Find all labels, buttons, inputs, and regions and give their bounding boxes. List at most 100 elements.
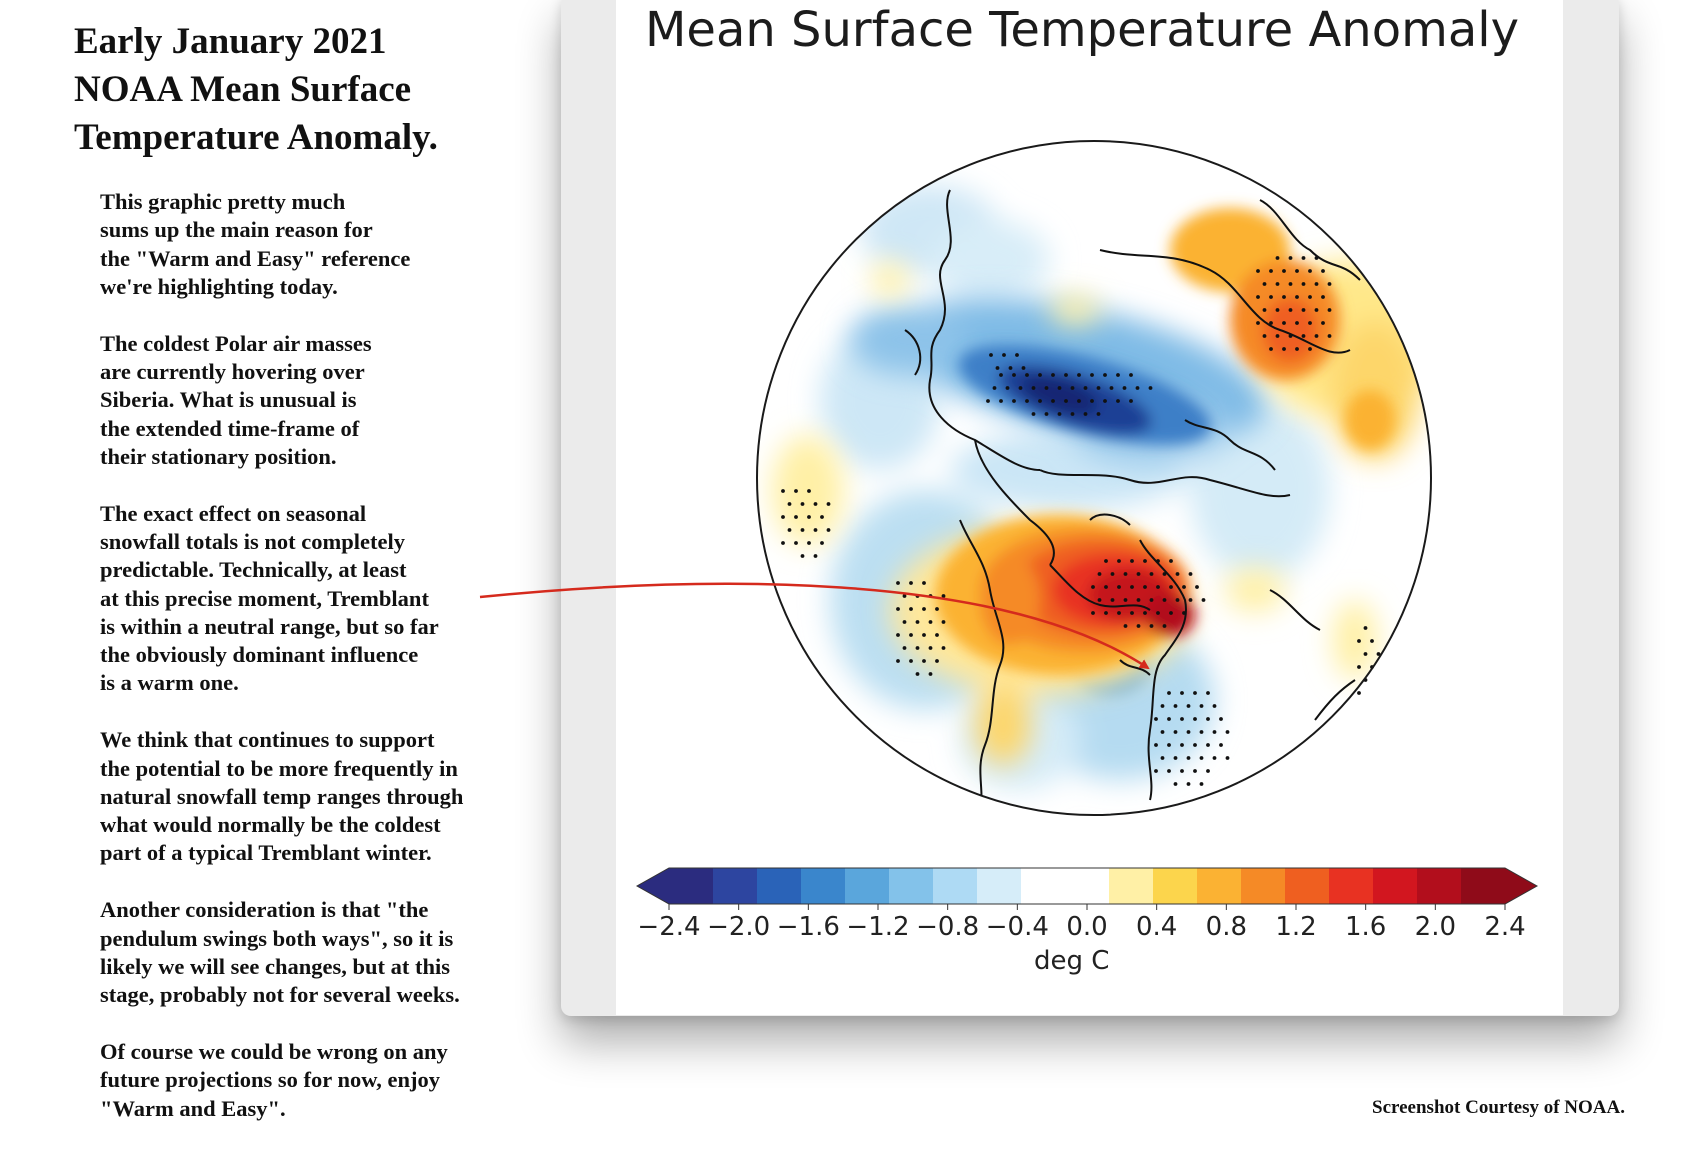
stipple-dot: [1130, 585, 1134, 589]
stipple-dot: [1103, 399, 1107, 403]
stipple-dot: [1156, 611, 1160, 615]
stipple-dot: [1129, 373, 1133, 377]
stipple-dot: [1122, 386, 1127, 390]
stipple-dot: [1199, 782, 1204, 786]
stipple-dot: [935, 607, 939, 611]
stipple-dot: [1031, 412, 1036, 416]
hemisphere-outline: [756, 140, 1432, 816]
headline: Early January 2021 NOAA Mean Surface Tempe…: [74, 18, 514, 162]
paragraph: The coldest Polar air masses are currentl…: [100, 330, 520, 471]
stipple-dot: [1308, 347, 1312, 351]
stipple-dot: [1167, 691, 1171, 695]
stipple-dot: [1154, 743, 1158, 747]
stipple-dot: [1167, 717, 1171, 721]
stipple-dot: [800, 554, 805, 558]
stipple-dot: [794, 515, 798, 519]
stipple-dot: [1091, 585, 1095, 589]
stipple-dot: [999, 373, 1003, 377]
paragraph: Of course we could be wrong on any future…: [100, 1038, 520, 1123]
stipple-dot: [896, 659, 900, 663]
stipple-dot: [1180, 769, 1184, 773]
colorbar-swatch: [801, 868, 846, 904]
stipple-dot: [1104, 611, 1108, 615]
stipple-dot: [1038, 399, 1042, 403]
colorbar-tick-label: 0.0: [1066, 912, 1108, 942]
stipple-dot: [781, 489, 785, 493]
stipple-dot: [1130, 611, 1134, 615]
stipple-dot: [1012, 399, 1016, 403]
colorbar-extend-high: [1505, 868, 1537, 904]
paragraph-line: natural snowfall temp ranges through: [100, 783, 464, 809]
paragraph-line: the obviously dominant influence: [100, 642, 419, 668]
stipple-dot: [1154, 717, 1158, 721]
stipple-dot: [1160, 704, 1165, 708]
stipple-dot: [915, 672, 920, 676]
stipple-dot: [1269, 347, 1273, 351]
colorbar-swatch: [1065, 868, 1110, 904]
stipple-dot: [787, 528, 792, 532]
stipple-dot: [1175, 598, 1180, 602]
paragraph-line: pendulum swings both ways", so it is: [100, 925, 454, 951]
stipple-dot: [1129, 399, 1133, 403]
stipple-dot: [1008, 366, 1013, 370]
stipple-dot: [1182, 585, 1186, 589]
stipple-dot: [1262, 282, 1267, 286]
stipple-dot: [1301, 282, 1306, 286]
stipple-dot: [813, 528, 818, 532]
stipple-dot: [1160, 756, 1165, 760]
paragraph-line: the potential to be more frequently in: [100, 755, 458, 781]
colorbar-swatch: [1241, 868, 1286, 904]
figure-title: Mean Surface Temperature Anomaly: [645, 2, 1520, 58]
stipple-dot: [1110, 572, 1115, 576]
stipple-dot: [1282, 347, 1286, 351]
stipple-dot: [1096, 412, 1101, 416]
stipple-dot: [1188, 572, 1193, 576]
stipple-dot: [1370, 639, 1374, 643]
stipple-dot: [1180, 743, 1184, 747]
stipple-dot: [1148, 386, 1153, 390]
stipple-dot: [1314, 334, 1319, 338]
stipple-dot: [1117, 611, 1121, 615]
stipple-dot: [1308, 295, 1312, 299]
stipple-dot: [1288, 308, 1293, 312]
stipple-dot: [922, 581, 926, 585]
stipple-dot: [1282, 321, 1286, 325]
stipple-dot: [1269, 295, 1273, 299]
stipple-dot: [1275, 308, 1280, 312]
stipple-dot: [1301, 308, 1306, 312]
headline-line: Temperature Anomaly.: [74, 117, 438, 158]
stipple-dot: [1123, 598, 1128, 602]
stipple-dot: [902, 594, 907, 598]
stipple-dot: [1256, 321, 1260, 325]
colorbar-tick-label: −2.0: [707, 912, 771, 942]
stipple-dot: [800, 528, 805, 532]
anomaly-fill: [772, 185, 1431, 790]
stipple-dot: [1357, 665, 1361, 669]
stipple-dot: [1186, 756, 1191, 760]
stipple-dot: [1162, 598, 1167, 602]
paragraph: The exact effect on seasonal snowfall tot…: [100, 500, 520, 698]
stipple-dot: [1173, 730, 1178, 734]
stipple-dot: [1116, 399, 1120, 403]
stipple-dot: [807, 515, 811, 519]
stipple-dot: [896, 581, 900, 585]
stipple-dot: [1199, 730, 1204, 734]
stipple-dot: [995, 366, 1000, 370]
stipple-dot: [800, 502, 805, 506]
stipple-dot: [989, 353, 993, 357]
stipple-dot: [1051, 373, 1055, 377]
stipple-dot: [1123, 572, 1128, 576]
stipple-dot: [1143, 559, 1147, 563]
stipple-dot: [928, 620, 933, 624]
stipple-dot: [1193, 691, 1197, 695]
stipple-dot: [1212, 704, 1217, 708]
colorbar-swatch: [977, 868, 1022, 904]
stipple-dot: [928, 672, 933, 676]
stipple-dot: [1180, 691, 1184, 695]
colorbar-swatch: [713, 868, 758, 904]
stipple-dot: [820, 515, 824, 519]
stipple-dot: [928, 646, 933, 650]
paragraph-line: are currently hovering over: [100, 358, 365, 384]
stipple-dot: [909, 607, 913, 611]
stipple-dot: [1002, 353, 1006, 357]
